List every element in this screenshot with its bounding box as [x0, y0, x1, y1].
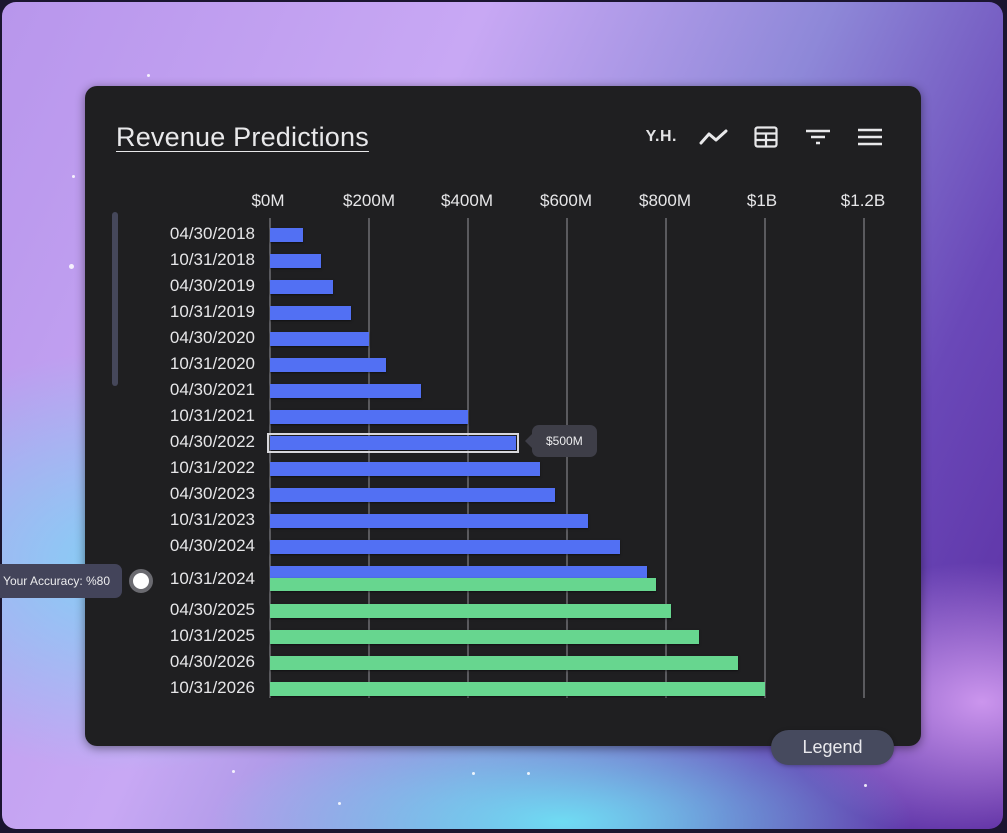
- row-label: 10/31/2024: [169, 569, 255, 588]
- gridline: [566, 218, 568, 698]
- gridline: [368, 218, 370, 698]
- axis-tick-label: $400M: [441, 191, 493, 210]
- star-decoration: [72, 175, 75, 178]
- vertical-scrollbar[interactable]: [112, 212, 118, 386]
- menu-icon[interactable]: [855, 124, 885, 150]
- bar-actual[interactable]: [270, 358, 386, 372]
- star-decoration: [527, 772, 530, 775]
- accuracy-tooltip-text: Your Accuracy: %80: [3, 574, 110, 588]
- star-decoration: [232, 770, 235, 773]
- gridline: [269, 218, 271, 698]
- tooltip-value: $500M: [546, 434, 583, 448]
- bar-actual[interactable]: [270, 540, 620, 554]
- legend-button-label: Legend: [802, 737, 863, 757]
- row-label: 04/30/2023: [169, 484, 255, 503]
- chart-title: Revenue Predictions: [116, 122, 369, 152]
- axis-tick-label: $0M: [251, 191, 285, 210]
- bar-actual[interactable]: [270, 280, 333, 294]
- gridline: [764, 218, 766, 698]
- line-chart-icon[interactable]: [699, 124, 729, 150]
- bar-predicted[interactable]: [270, 604, 671, 618]
- row-label: 10/31/2021: [169, 406, 255, 425]
- bar-predicted[interactable]: [270, 630, 699, 644]
- row-label: 04/30/2019: [169, 276, 255, 295]
- axis-tick-label: $600M: [540, 191, 592, 210]
- bar-actual[interactable]: [270, 410, 468, 424]
- row-label: 04/30/2022: [169, 432, 255, 451]
- row-label: 10/31/2018: [169, 250, 255, 269]
- bar-actual[interactable]: [270, 332, 369, 346]
- gridline: [863, 218, 865, 698]
- bar-predicted[interactable]: [270, 578, 656, 591]
- bar-actual[interactable]: [270, 254, 321, 268]
- bar-actual[interactable]: [270, 306, 351, 320]
- value-tooltip: $500M: [525, 425, 597, 457]
- row-label: 04/30/2018: [169, 224, 255, 243]
- row-label: 10/31/2025: [169, 626, 255, 645]
- axis-tick-label: $1.2B: [840, 191, 886, 210]
- star-decoration: [864, 784, 867, 787]
- bar-predicted[interactable]: [270, 656, 738, 670]
- bar-actual[interactable]: [270, 462, 540, 476]
- bar-actual[interactable]: [270, 384, 421, 398]
- row-label: 10/31/2026: [169, 678, 255, 697]
- row-label: 04/30/2025: [169, 600, 255, 619]
- row-label: 10/31/2022: [169, 458, 255, 477]
- table-icon[interactable]: [751, 124, 781, 150]
- bar-actual[interactable]: [270, 566, 647, 578]
- star-decoration: [338, 802, 341, 805]
- filter-icon[interactable]: [803, 124, 833, 150]
- bar-actual-selected[interactable]: [267, 433, 519, 453]
- gridline: [665, 218, 667, 698]
- legend-button[interactable]: Legend: [771, 730, 894, 765]
- yh-toggle-button[interactable]: Y.H.: [645, 128, 677, 145]
- axis-tick-label: $200M: [343, 191, 395, 210]
- star-decoration: [147, 74, 150, 77]
- row-label: 10/31/2023: [169, 510, 255, 529]
- bar-actual[interactable]: [270, 514, 588, 528]
- row-label: 10/31/2020: [169, 354, 255, 373]
- bar-actual[interactable]: [270, 488, 555, 502]
- star-decoration: [69, 264, 74, 269]
- star-decoration: [472, 772, 475, 775]
- axis-tick-label: $1B: [746, 191, 778, 210]
- row-label: 04/30/2026: [169, 652, 255, 671]
- row-label: 04/30/2024: [169, 536, 255, 555]
- row-label: 04/30/2020: [169, 328, 255, 347]
- bar-predicted[interactable]: [270, 682, 765, 696]
- gridline: [467, 218, 469, 698]
- chart-toolbar: Y.H.: [646, 124, 885, 150]
- row-label: 04/30/2021: [169, 380, 255, 399]
- bar-actual[interactable]: [270, 228, 303, 242]
- chart-card: Revenue Predictions Y.H. $0M $200M $400M…: [85, 86, 921, 746]
- forecast-slider-handle[interactable]: [129, 569, 153, 593]
- row-label: 10/31/2019: [169, 302, 255, 321]
- axis-tick-label: $800M: [639, 191, 691, 210]
- accuracy-tooltip: Your Accuracy: %80: [0, 564, 122, 598]
